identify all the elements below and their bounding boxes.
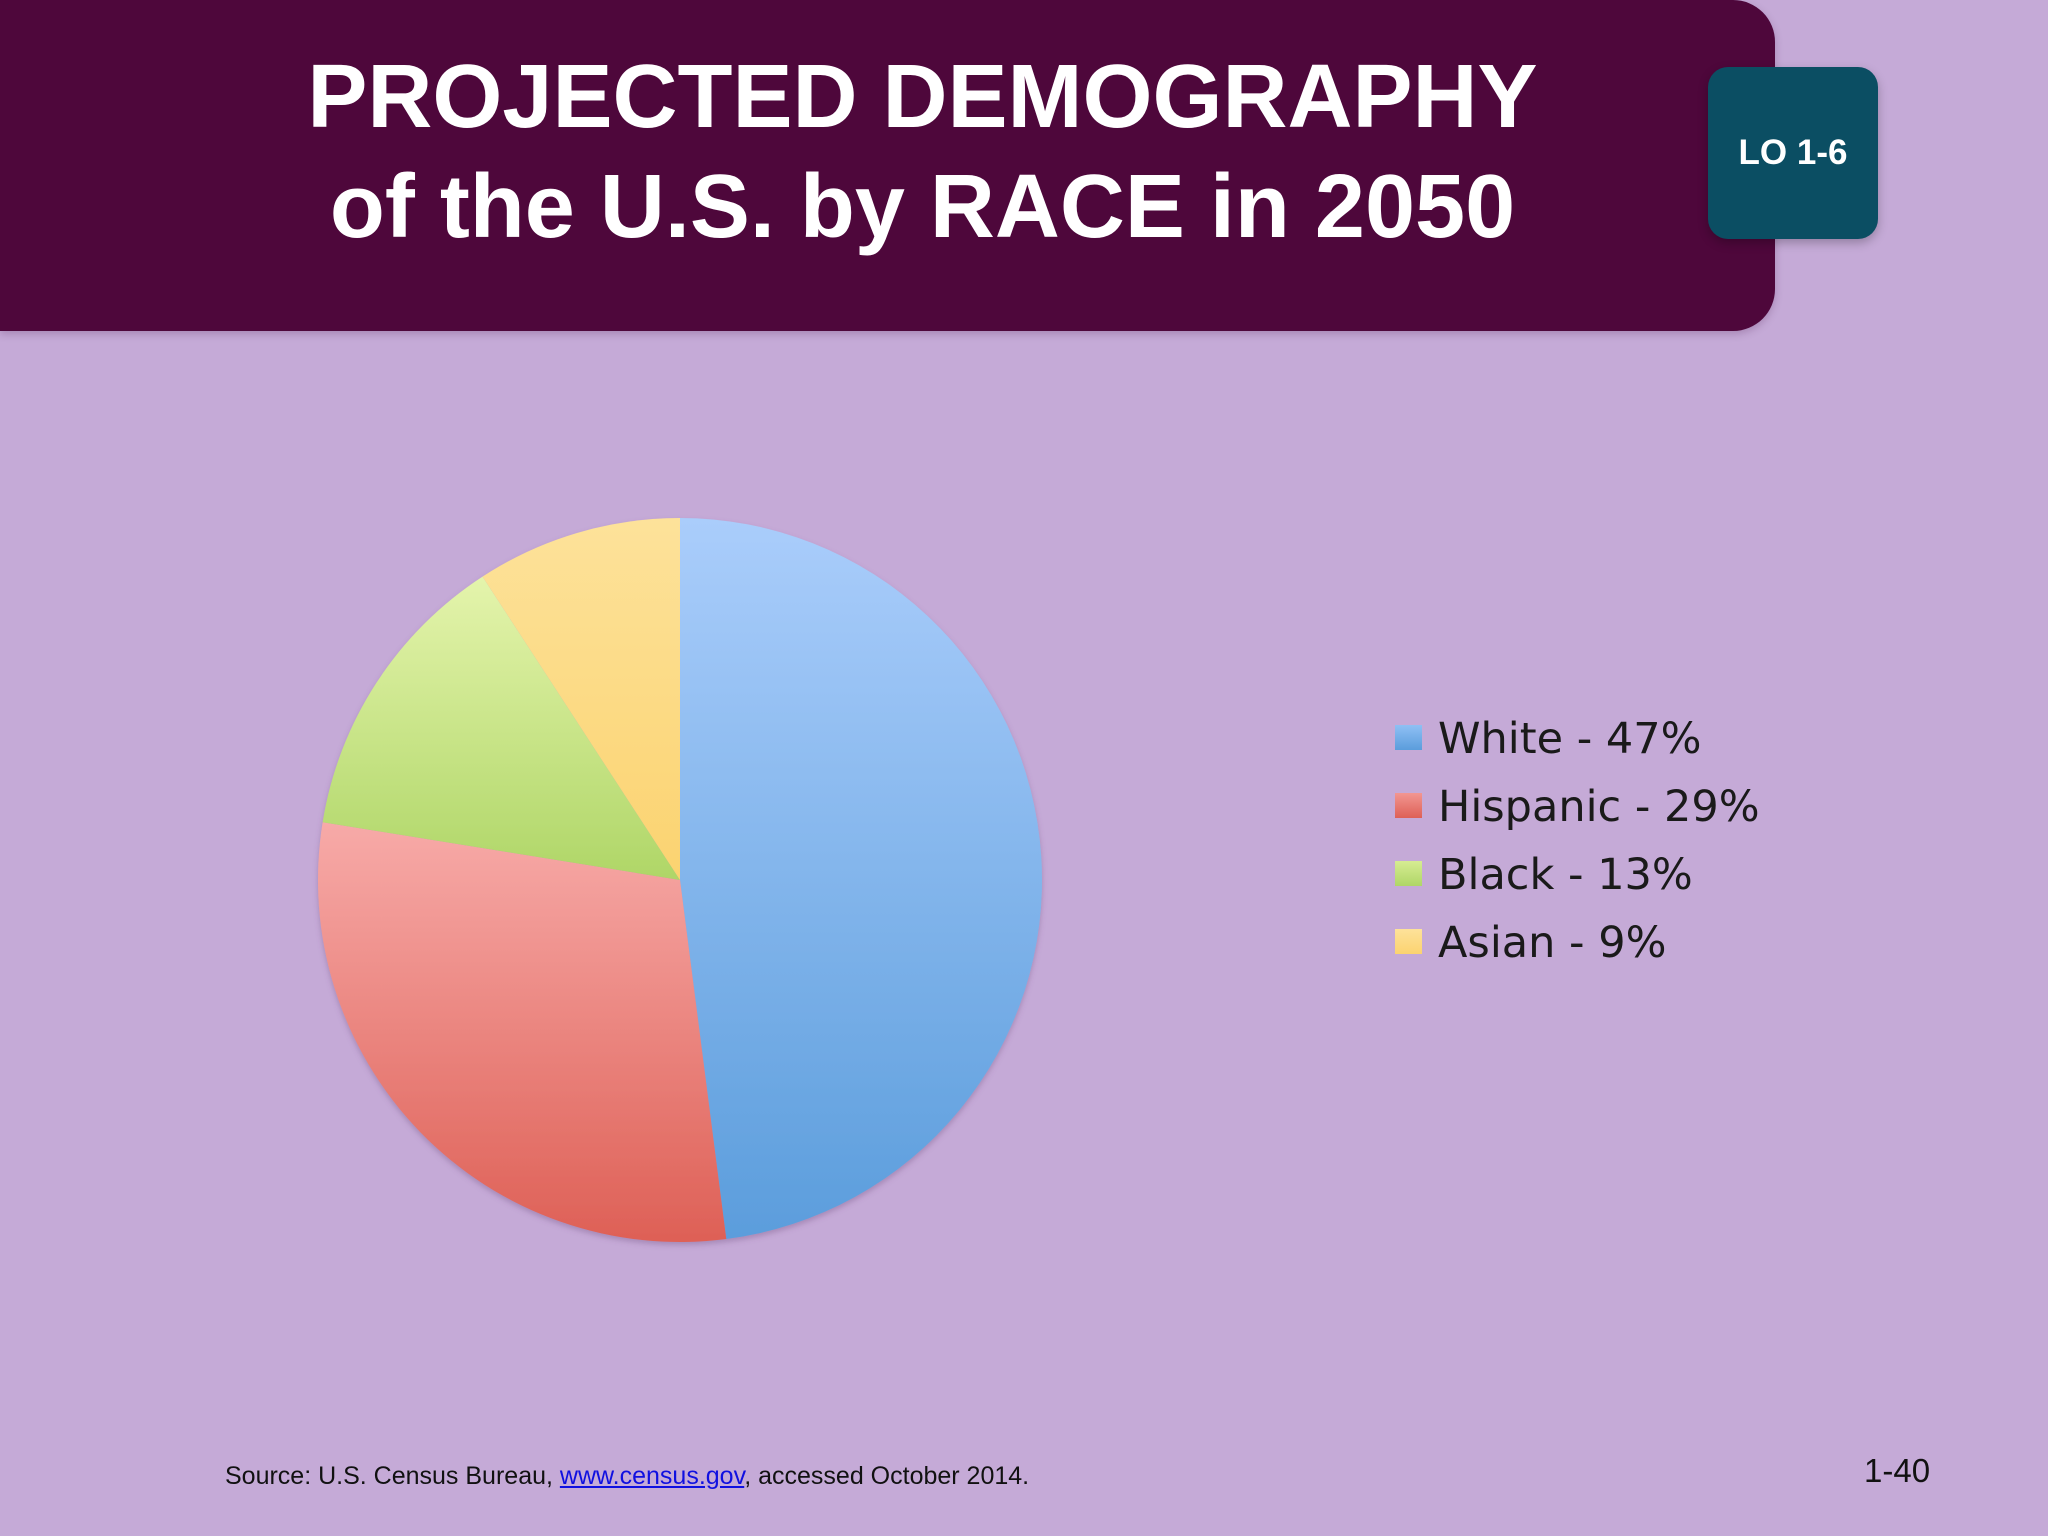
legend-item-black: Black - 13% <box>1395 841 1760 909</box>
census-link[interactable]: www.census.gov <box>559 1462 745 1490</box>
source-prefix: Source: U.S. Census Bureau, <box>225 1462 560 1490</box>
legend-item-asian: Asian - 9% <box>1395 909 1760 977</box>
legend-item-hispanic: Hispanic - 29% <box>1395 773 1760 841</box>
chart-legend: White - 47% Hispanic - 29% Black - 13% A… <box>1395 705 1760 977</box>
title-banner <box>0 0 1775 331</box>
legend-label-black: Black - 13% <box>1438 850 1693 900</box>
pie-slice-white <box>680 518 1043 1240</box>
slide-title-line-1: PROJECTED DEMOGRAPHY <box>307 47 1538 147</box>
legend-label-white: White - 47% <box>1438 714 1702 764</box>
legend-swatch-hispanic <box>1395 792 1422 818</box>
pie-slice-hispanic <box>317 822 727 1243</box>
legend-item-white: White - 47% <box>1395 705 1760 773</box>
source-suffix: , accessed October 2014. <box>744 1462 1030 1490</box>
source-citation: Source: U.S. Census Bureau, www.census.g… <box>225 1462 1029 1491</box>
pie-chart <box>317 518 1043 1243</box>
learning-objective-badge: LO 1-6 <box>1708 67 1878 239</box>
slide-number: 1-40 <box>1864 1452 1931 1489</box>
pie-slice-black <box>322 576 680 880</box>
slide-title-line-2: of the U.S. by RACE in 2050 <box>329 157 1516 257</box>
legend-label-hispanic: Hispanic - 29% <box>1438 782 1760 832</box>
pie-slice-asian <box>482 518 680 880</box>
legend-swatch-asian <box>1395 928 1422 954</box>
legend-swatch-white <box>1395 724 1422 750</box>
legend-label-asian: Asian - 9% <box>1438 918 1667 968</box>
legend-swatch-black <box>1395 860 1422 886</box>
